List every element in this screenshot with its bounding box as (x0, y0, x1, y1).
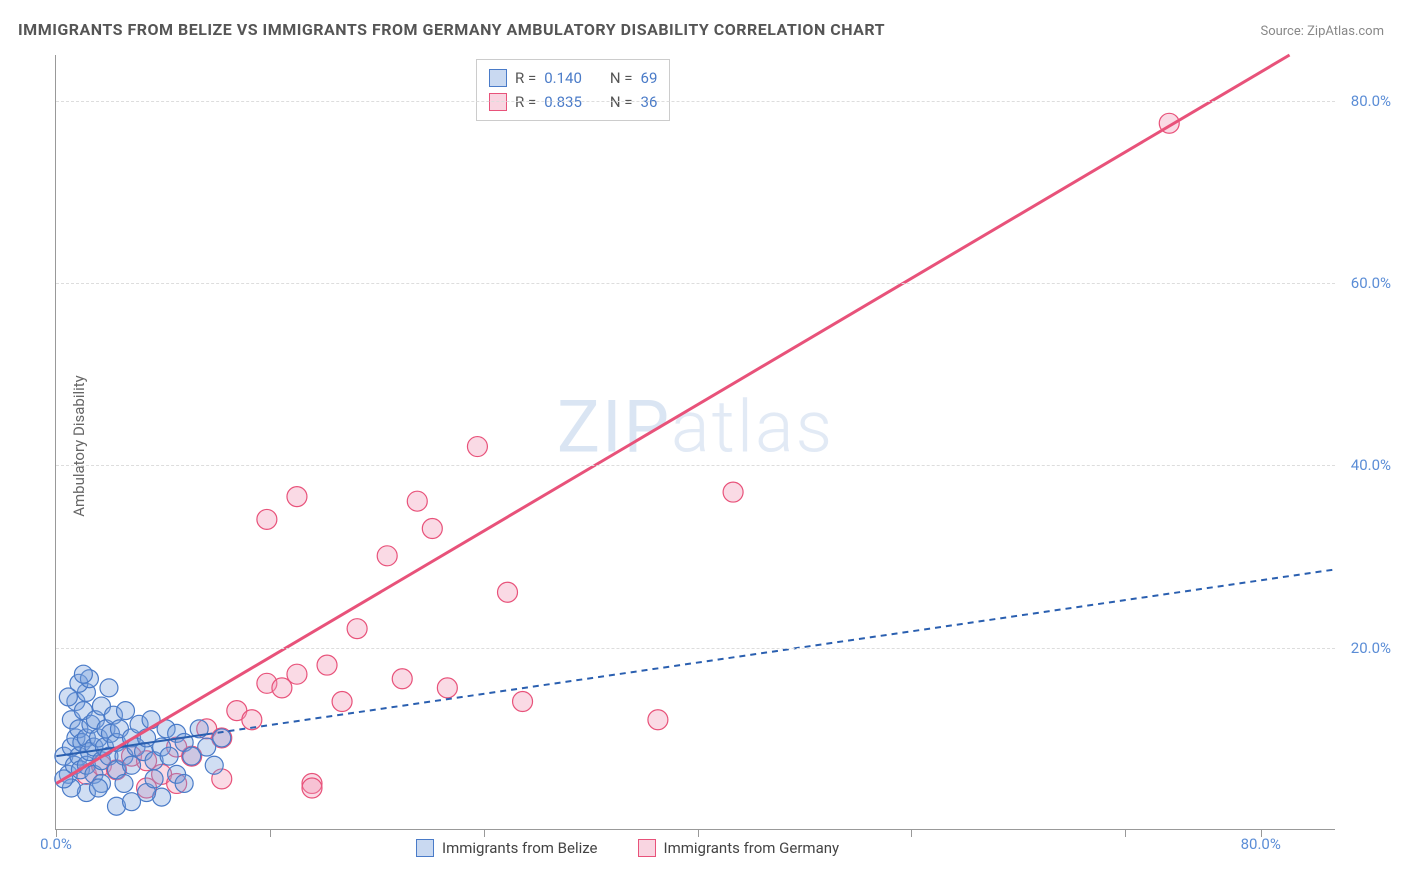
plot-svg (56, 55, 1335, 829)
gridline-h (56, 465, 1335, 466)
plot-area: ZIPatlas R = 0.140 N = 69 R = 0.835 N = … (55, 55, 1335, 830)
germany-point (648, 710, 668, 730)
gridline-h (56, 101, 1335, 102)
legend-label-belize: Immigrants from Belize (442, 839, 598, 857)
germany-point (723, 482, 743, 502)
germany-point (302, 778, 322, 798)
series-legend: Immigrants from Belize Immigrants from G… (416, 839, 839, 857)
germany-point (467, 437, 487, 457)
germany-point (498, 582, 518, 602)
source-label: Source: ZipAtlas.com (1260, 24, 1384, 39)
belize-point (175, 774, 193, 792)
belize-point (115, 774, 133, 792)
germany-point (317, 655, 337, 675)
x-tick (270, 829, 271, 837)
germany-point (257, 509, 277, 529)
germany-point (422, 519, 442, 539)
belize-point (100, 679, 118, 697)
x-tick (911, 829, 912, 837)
x-tick (1125, 829, 1126, 837)
gridline-h (56, 283, 1335, 284)
belize-point (59, 688, 77, 706)
germany-point (437, 678, 457, 698)
belize-point (117, 702, 135, 720)
belize-point (145, 770, 163, 788)
chart-container: IMMIGRANTS FROM BELIZE VS IMMIGRANTS FRO… (0, 0, 1406, 892)
x-tick (698, 829, 699, 837)
germany-point (377, 546, 397, 566)
y-tick-label: 80.0% (1351, 92, 1391, 110)
germany-point (407, 491, 427, 511)
legend-label-germany: Immigrants from Germany (664, 839, 840, 857)
germany-point (287, 664, 307, 684)
germany-point (287, 487, 307, 507)
germany-point (332, 692, 352, 712)
chart-title: IMMIGRANTS FROM BELIZE VS IMMIGRANTS FRO… (18, 20, 885, 39)
legend-item-belize: Immigrants from Belize (416, 839, 598, 857)
y-tick-label: 40.0% (1351, 456, 1391, 474)
x-tick-label: 0.0% (40, 835, 72, 853)
swatch-germany-icon (638, 839, 656, 857)
belize-point (89, 779, 107, 797)
legend-item-germany: Immigrants from Germany (638, 839, 840, 857)
belize-point (160, 747, 178, 765)
germany-trend (56, 55, 1289, 783)
y-tick-label: 60.0% (1351, 274, 1391, 292)
gridline-h (56, 648, 1335, 649)
germany-point (392, 669, 412, 689)
x-tick (484, 829, 485, 837)
belize-point (74, 665, 92, 683)
swatch-belize-icon (416, 839, 434, 857)
belize-point (205, 756, 223, 774)
germany-point (513, 692, 533, 712)
germany-point (347, 619, 367, 639)
y-tick-label: 20.0% (1351, 639, 1391, 657)
x-tick-label: 80.0% (1241, 835, 1281, 853)
